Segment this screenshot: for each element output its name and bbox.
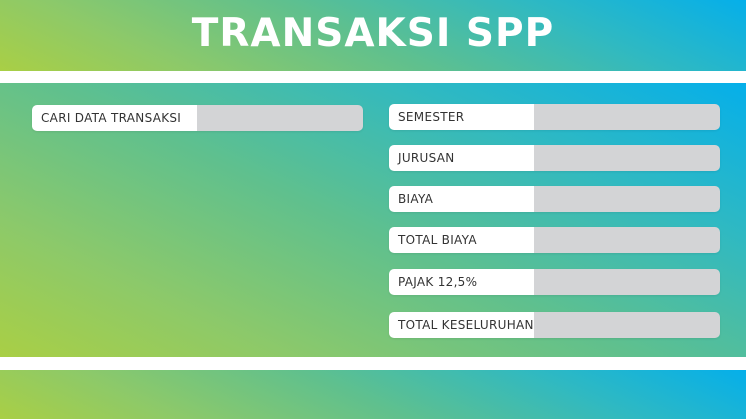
total-biaya-field: TOTAL BIAYA: [389, 227, 720, 253]
footer-banner: [0, 370, 746, 419]
total-biaya-label: TOTAL BIAYA: [389, 227, 534, 253]
jurusan-label: JURUSAN: [389, 145, 534, 171]
total-keseluruhan-field: TOTAL KESELURUHAN: [389, 312, 720, 338]
total-biaya-input[interactable]: [534, 227, 720, 253]
search-label: CARI DATA TRANSAKSI: [32, 105, 197, 131]
header-banner: TRANSAKSI SPP: [0, 0, 746, 71]
jurusan-input[interactable]: [534, 145, 720, 171]
total-keseluruhan-input[interactable]: [534, 312, 720, 338]
jurusan-field: JURUSAN: [389, 145, 720, 171]
biaya-field: BIAYA: [389, 186, 720, 212]
semester-label: SEMESTER: [389, 104, 534, 130]
semester-field: SEMESTER: [389, 104, 720, 130]
total-keseluruhan-label: TOTAL KESELURUHAN: [389, 312, 534, 338]
page-title: TRANSAKSI SPP: [191, 11, 555, 56]
biaya-input[interactable]: [534, 186, 720, 212]
search-field: CARI DATA TRANSAKSI: [32, 105, 363, 131]
pajak-input[interactable]: [534, 269, 720, 295]
biaya-label: BIAYA: [389, 186, 534, 212]
pajak-label: PAJAK 12,5%: [389, 269, 534, 295]
search-input[interactable]: [197, 105, 363, 131]
pajak-field: PAJAK 12,5%: [389, 269, 720, 295]
semester-input[interactable]: [534, 104, 720, 130]
